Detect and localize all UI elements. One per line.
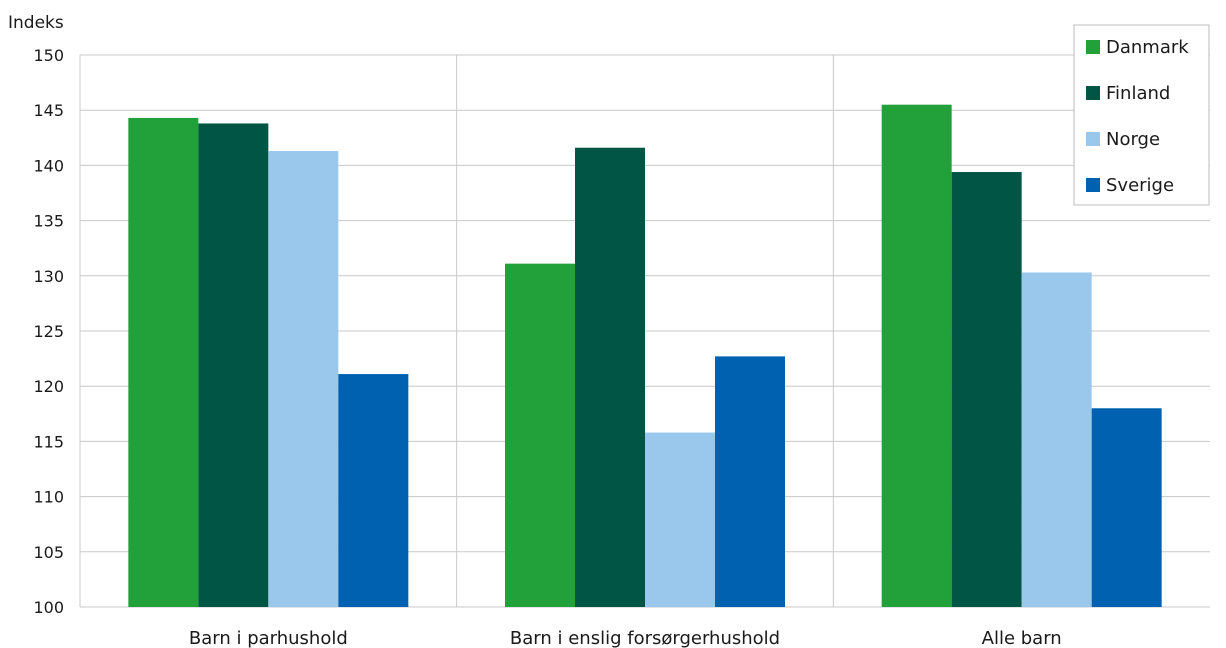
category-separators	[456, 55, 834, 607]
bar-danmark-1	[505, 263, 575, 607]
y-tick-label: 145	[33, 101, 64, 120]
bar-norge-2	[1021, 272, 1092, 607]
bar-finland-0	[198, 123, 269, 607]
bar-norge-0	[268, 151, 339, 607]
y-tick-label: 140	[33, 156, 64, 175]
legend-label-danmark: Danmark	[1106, 37, 1189, 58]
y-tick-label: 125	[33, 322, 64, 341]
bar-sverige-1	[715, 356, 785, 607]
legend-swatch-danmark	[1086, 40, 1100, 54]
legend-box	[1073, 24, 1210, 206]
y-tick-label: 105	[33, 543, 64, 562]
y-tick-label: 110	[33, 488, 64, 507]
x-category-label: Barn i enslig forsørgerhushold	[510, 628, 780, 648]
bar-danmark-2	[881, 104, 952, 608]
legend-swatch-sverige	[1086, 178, 1100, 192]
y-tick-label: 115	[33, 432, 64, 451]
y-tick-label: 120	[33, 377, 64, 396]
bar-finland-2	[951, 172, 1022, 608]
bar-norge-1	[645, 432, 715, 607]
bar-danmark-0	[128, 117, 199, 607]
legend-label-sverige: Sverige	[1106, 175, 1174, 196]
y-tick-label: 135	[33, 212, 64, 231]
bar-sverige-0	[338, 374, 409, 607]
y-tick-label: 100	[33, 598, 64, 617]
x-category-label: Barn i parhushold	[189, 628, 348, 648]
legend-swatch-norge	[1086, 132, 1100, 146]
bars	[128, 104, 1162, 608]
bar-sverige-2	[1091, 408, 1162, 607]
x-category-label: Alle barn	[982, 628, 1062, 648]
legend-label-norge: Norge	[1106, 129, 1160, 150]
y-tick-label: 130	[33, 267, 64, 286]
legend: Danmark Finland Norge Sverige	[1073, 24, 1210, 206]
y-axis-title: Indeks	[8, 13, 64, 33]
legend-label-finland: Finland	[1106, 83, 1170, 104]
y-tick-label: 150	[33, 46, 64, 65]
legend-swatch-finland	[1086, 86, 1100, 100]
x-axis-labels: Barn i parhushold Barn i enslig forsørger…	[189, 628, 1062, 648]
y-axis-ticks: 100 105 110 115 120 125 130 135 140 145 150	[33, 46, 64, 617]
bar-finland-1	[575, 147, 645, 607]
